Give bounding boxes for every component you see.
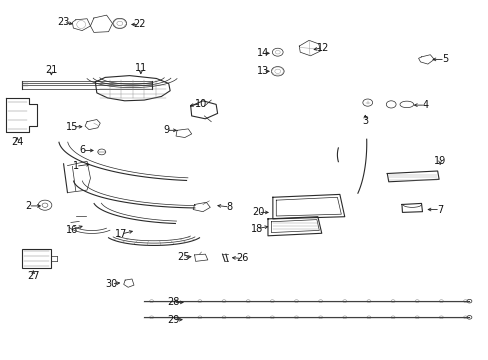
Text: 28: 28 xyxy=(167,297,180,307)
Text: 20: 20 xyxy=(251,207,264,217)
Text: 14: 14 xyxy=(256,48,269,58)
Text: 26: 26 xyxy=(235,253,248,264)
Text: 30: 30 xyxy=(105,279,118,289)
Text: 8: 8 xyxy=(226,202,232,212)
Text: 22: 22 xyxy=(133,19,145,30)
Text: 19: 19 xyxy=(433,156,446,166)
Text: 4: 4 xyxy=(422,100,427,110)
Text: 15: 15 xyxy=(66,122,79,132)
Text: 2: 2 xyxy=(25,201,31,211)
Text: 23: 23 xyxy=(57,17,70,27)
Bar xyxy=(22,249,51,268)
Text: 5: 5 xyxy=(441,54,447,64)
Text: 10: 10 xyxy=(195,99,207,109)
Text: 27: 27 xyxy=(27,271,40,282)
Text: 12: 12 xyxy=(316,42,328,53)
Text: 7: 7 xyxy=(436,204,442,215)
Text: 11: 11 xyxy=(134,63,147,73)
Text: 25: 25 xyxy=(177,252,189,262)
Text: 18: 18 xyxy=(250,224,263,234)
Text: 6: 6 xyxy=(79,145,85,156)
Text: 13: 13 xyxy=(256,66,269,76)
Text: 21: 21 xyxy=(45,65,58,75)
Text: 16: 16 xyxy=(66,225,79,235)
Text: 29: 29 xyxy=(167,315,180,325)
Text: 17: 17 xyxy=(115,229,127,239)
Text: 1: 1 xyxy=(73,161,79,171)
Text: 3: 3 xyxy=(362,116,367,126)
Text: 24: 24 xyxy=(11,137,23,147)
Text: 9: 9 xyxy=(163,125,169,135)
